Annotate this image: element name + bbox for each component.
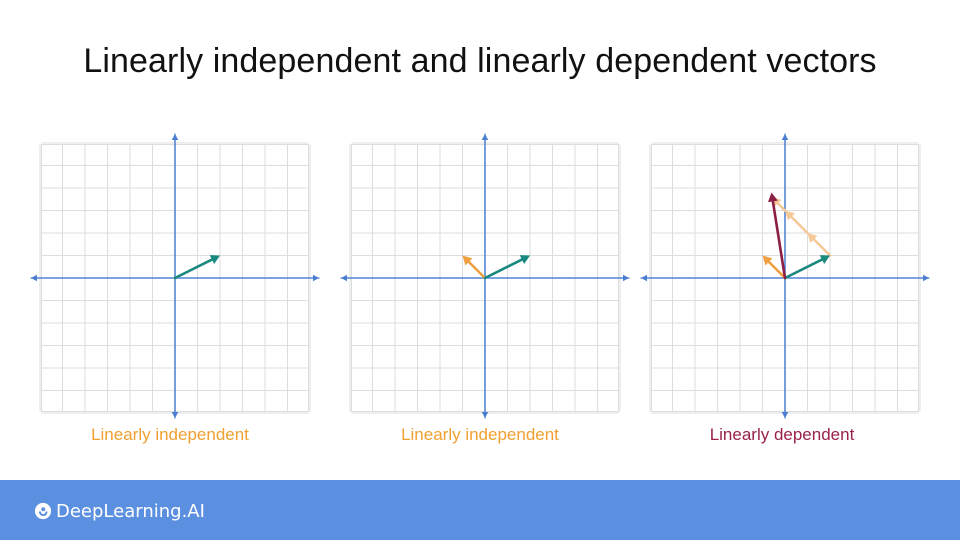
x-axis-negative [641,274,930,282]
y-axis-negative [481,133,489,418]
deeplearning-logo-icon [34,502,52,520]
orange-vector [762,255,787,280]
coordinate-plane-1 [30,133,320,419]
x-axis-negative [341,274,630,282]
teal-vector [483,255,530,280]
sum-vector [768,192,787,280]
panel-1 [25,128,325,424]
orange-vector [462,255,487,280]
panel-3 [635,128,935,424]
teal-vector [173,255,220,280]
faded-orange-vector-2 [785,210,809,235]
y-axis-negative [171,133,179,418]
caption-3: Linearly dependent [709,425,855,444]
teal-vector [783,255,830,280]
footer-bar: DeepLearning.AI [0,480,960,540]
x-axis-negative [31,274,320,282]
faded-orange-vector-1 [807,233,832,257]
brand[interactable]: DeepLearning.AI [34,500,205,522]
brand-name: DeepLearning.AI [56,500,205,522]
slide-title: Linearly independent and linearly depend… [83,42,877,80]
coordinate-plane-2 [340,133,630,419]
caption-1: Linearly independent [91,425,249,444]
coordinate-plane-3 [640,133,930,419]
caption-2: Linearly independent [401,425,559,444]
panel-2 [335,128,635,424]
